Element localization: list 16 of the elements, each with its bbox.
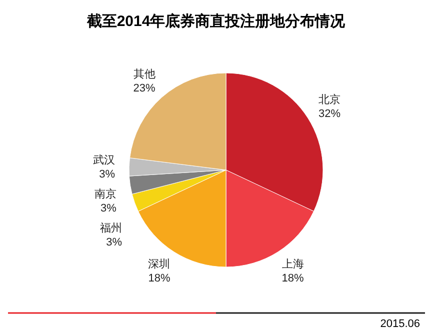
text: 2015.06 bbox=[380, 318, 420, 330]
data-label: 3% bbox=[100, 202, 117, 214]
data-label: 3% bbox=[106, 236, 122, 248]
chart-title: 截至2014年底券商直投注册地分布情况 bbox=[86, 12, 346, 30]
data-label: 23% bbox=[133, 82, 156, 95]
data-label: 18% bbox=[148, 272, 170, 284]
slice-label: 福州 bbox=[100, 221, 122, 234]
slice-label: 上海 bbox=[282, 257, 304, 270]
data-label: 3% bbox=[99, 168, 116, 180]
slice-label: 北京 bbox=[318, 93, 340, 106]
slice-label: 武汉 bbox=[93, 153, 116, 166]
data-label: 32% bbox=[318, 108, 341, 120]
slice-label: 其他 bbox=[133, 68, 156, 81]
data-label: 18% bbox=[282, 272, 304, 284]
slice-label: 深圳 bbox=[148, 257, 170, 270]
slice-label: 南京 bbox=[94, 187, 116, 200]
